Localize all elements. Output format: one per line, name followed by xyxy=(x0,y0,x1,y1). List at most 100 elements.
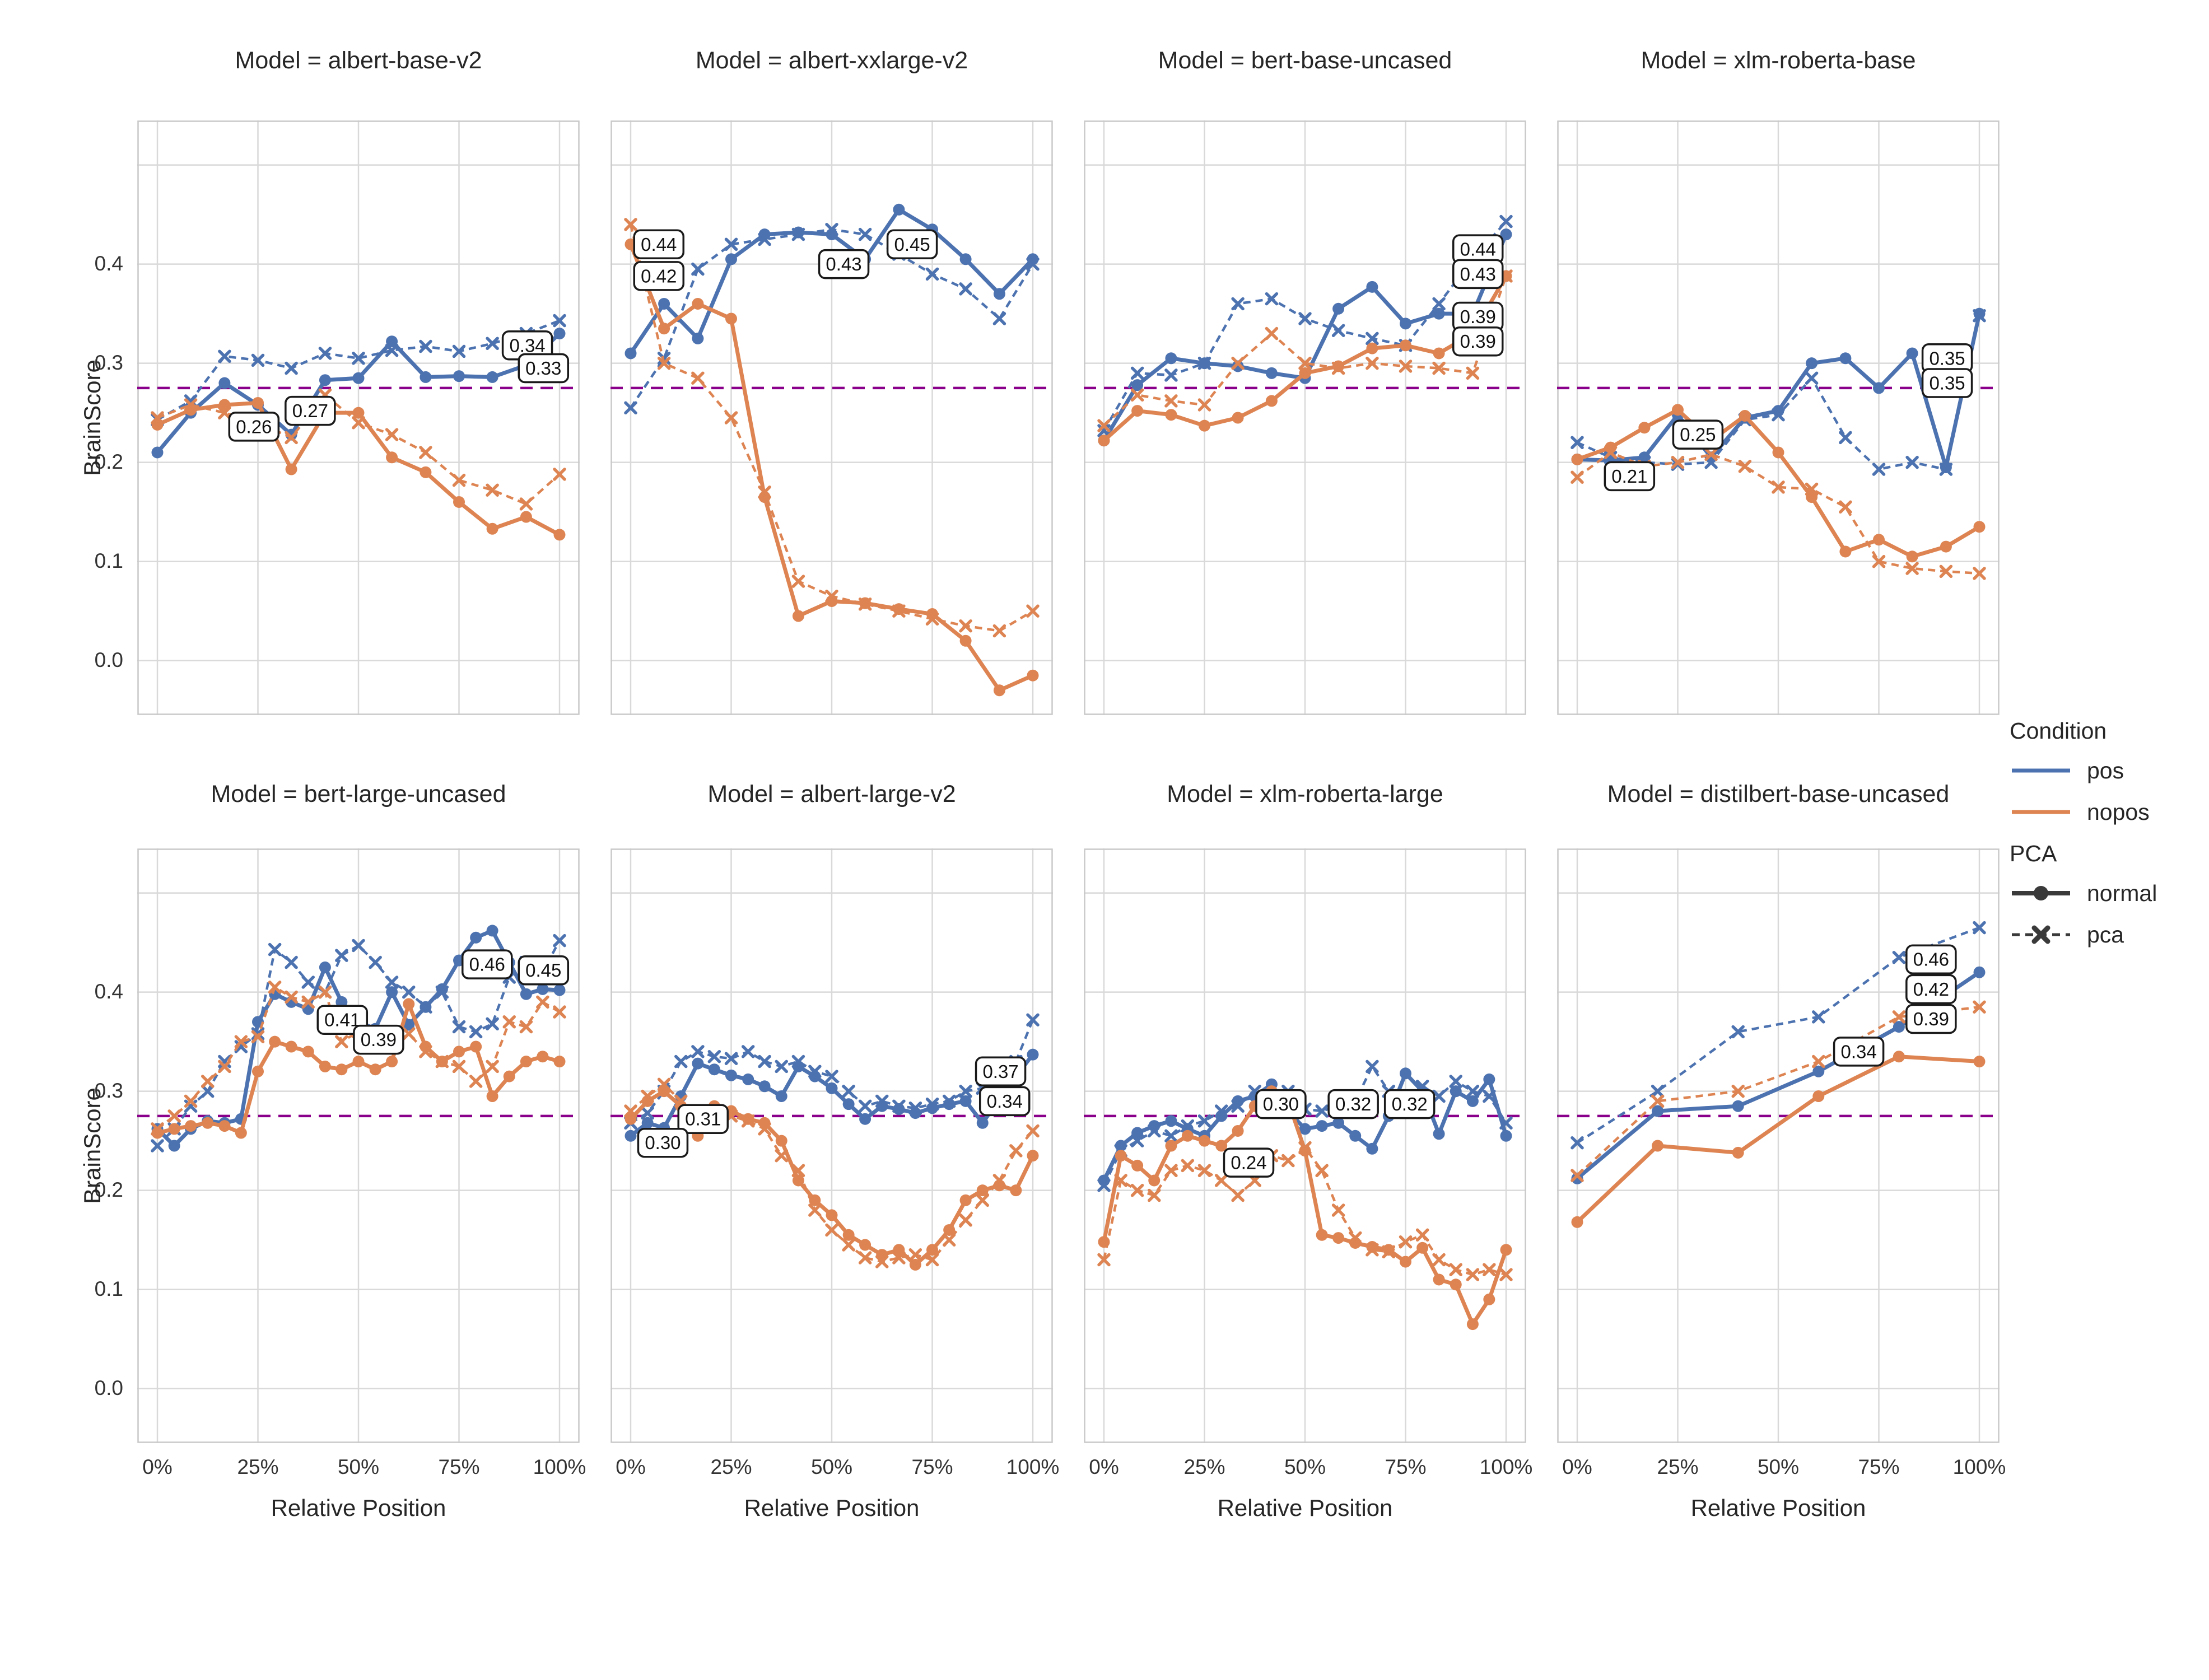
x-marker xyxy=(301,995,315,1009)
plot-border xyxy=(137,848,580,1443)
dot-marker xyxy=(1332,302,1345,315)
dot-marker xyxy=(1366,342,1378,354)
x-marker xyxy=(268,981,282,994)
x-tick-label: 75% xyxy=(1385,1455,1427,1478)
dot-marker xyxy=(692,297,704,310)
dot-marker xyxy=(403,998,415,1010)
value-annotation: 0.39 xyxy=(1452,326,1504,357)
legend-item-label: pos xyxy=(2087,757,2124,783)
dot-marker xyxy=(893,203,905,216)
value-annotation: 0.34 xyxy=(978,1086,1031,1117)
value-annotation-text: 0.35 xyxy=(1929,373,1965,394)
facet-title-distilbert-base-uncased: Model = distilbert-base-uncased xyxy=(1607,781,1950,808)
x-marker xyxy=(201,1084,215,1098)
value-annotation-text: 0.42 xyxy=(641,265,677,286)
dot-marker xyxy=(1571,453,1583,465)
subplot-bert-large-uncased: 0.410.39 0.46 0.45 xyxy=(137,848,580,1443)
value-annotation-text: 0.32 xyxy=(1392,1094,1428,1114)
dot-marker xyxy=(1940,540,1952,553)
x-marker xyxy=(808,1203,822,1217)
dot-marker xyxy=(537,1051,549,1063)
dot-marker xyxy=(1812,1090,1825,1102)
dot-marker xyxy=(1450,1278,1462,1291)
plot-border xyxy=(610,120,1053,715)
dot-marker xyxy=(520,511,532,523)
dot-marker xyxy=(1181,1130,1194,1142)
x-tick-label: 100% xyxy=(1006,1455,1060,1478)
value-annotation: 0.44 xyxy=(1452,234,1504,264)
dot-marker xyxy=(658,323,670,335)
facet-title-albert-base-v2: Model = albert-base-v2 xyxy=(235,47,482,74)
dot-marker xyxy=(1349,1236,1362,1249)
value-annotation: 0.35 xyxy=(1921,343,1973,374)
dot-marker xyxy=(269,1035,281,1048)
value-annotation: 0.44 xyxy=(633,229,685,259)
dot-marker xyxy=(168,1123,180,1135)
x-marker xyxy=(553,468,566,481)
value-annotation: 0.39 xyxy=(1905,1004,1957,1034)
dot-marker xyxy=(792,1174,804,1187)
dot-marker xyxy=(1027,1048,1039,1061)
x-marker xyxy=(285,990,298,1004)
y-tick-label: 0.0 xyxy=(94,648,123,671)
x-axis-label: Relative Position xyxy=(271,1495,446,1521)
dot-marker xyxy=(386,451,398,464)
dot-marker xyxy=(959,1095,972,1107)
dot-marker xyxy=(1232,1095,1244,1107)
x-marker xyxy=(1009,1144,1023,1158)
dot-marker xyxy=(486,371,498,383)
dot-marker xyxy=(1638,422,1651,434)
dot-marker xyxy=(893,1103,905,1116)
dot-marker xyxy=(926,1102,938,1114)
dot-marker xyxy=(1652,1105,1664,1117)
dot-marker xyxy=(658,297,670,310)
x-marker xyxy=(251,1030,265,1044)
dot-marker xyxy=(1332,360,1345,372)
x-tick-label: 75% xyxy=(438,1455,480,1478)
x-marker xyxy=(624,401,637,415)
dot-marker xyxy=(1232,412,1244,424)
plot-border xyxy=(137,120,580,715)
dot-marker xyxy=(1973,307,1986,320)
dot-marker xyxy=(553,984,566,996)
facet-title-albert-xxlarge-v2: Model = albert-xxlarge-v2 xyxy=(695,47,968,74)
x-marker xyxy=(234,1035,248,1048)
dot-marker xyxy=(1739,409,1751,422)
y-tick-label: 0.3 xyxy=(94,351,123,374)
x-marker xyxy=(1097,419,1111,432)
dot-marker xyxy=(1839,352,1852,365)
value-annotation-text: 0.32 xyxy=(1335,1094,1371,1114)
dot-marker xyxy=(403,1019,415,1031)
dot-marker xyxy=(725,253,737,265)
x-marker xyxy=(201,1075,215,1088)
x-marker xyxy=(1265,326,1279,340)
series-nopos-normal xyxy=(1571,1051,1986,1228)
x-marker xyxy=(707,1049,721,1063)
x-tick-label: 100% xyxy=(533,1455,586,1478)
value-annotation: 0.35 xyxy=(1921,368,1973,398)
dot-marker xyxy=(758,1117,771,1129)
x-marker xyxy=(1570,1169,1584,1182)
x-marker xyxy=(1872,554,1886,568)
subplot-albert-large-v2: 0.310.30 0.37 0.34 xyxy=(610,848,1053,1443)
x-marker xyxy=(1214,1174,1228,1187)
subplot-xlm-roberta-large: 0.30 0.24 0.32 0.32 xyxy=(1084,848,1526,1443)
dot-marker xyxy=(1165,1115,1177,1127)
x-marker xyxy=(167,1109,181,1123)
value-annotation-text: 0.30 xyxy=(1263,1094,1299,1114)
plot-border xyxy=(1084,120,1526,715)
x-marker xyxy=(1366,332,1379,346)
dot-marker xyxy=(1010,1184,1022,1197)
value-annotation: 0.25 xyxy=(1672,419,1724,450)
dot-marker xyxy=(202,1117,214,1129)
value-annotation: 0.43 xyxy=(1452,259,1504,290)
x-marker xyxy=(959,282,972,296)
dot-marker xyxy=(1433,1273,1445,1286)
x-marker xyxy=(1499,214,1513,228)
dot-marker xyxy=(1973,966,1986,978)
value-annotation: 0.37 xyxy=(975,1056,1027,1086)
dot-marker xyxy=(218,1120,231,1132)
value-annotation-text: 0.35 xyxy=(1929,348,1965,368)
x-marker xyxy=(419,339,432,353)
dot-marker xyxy=(959,1194,972,1206)
